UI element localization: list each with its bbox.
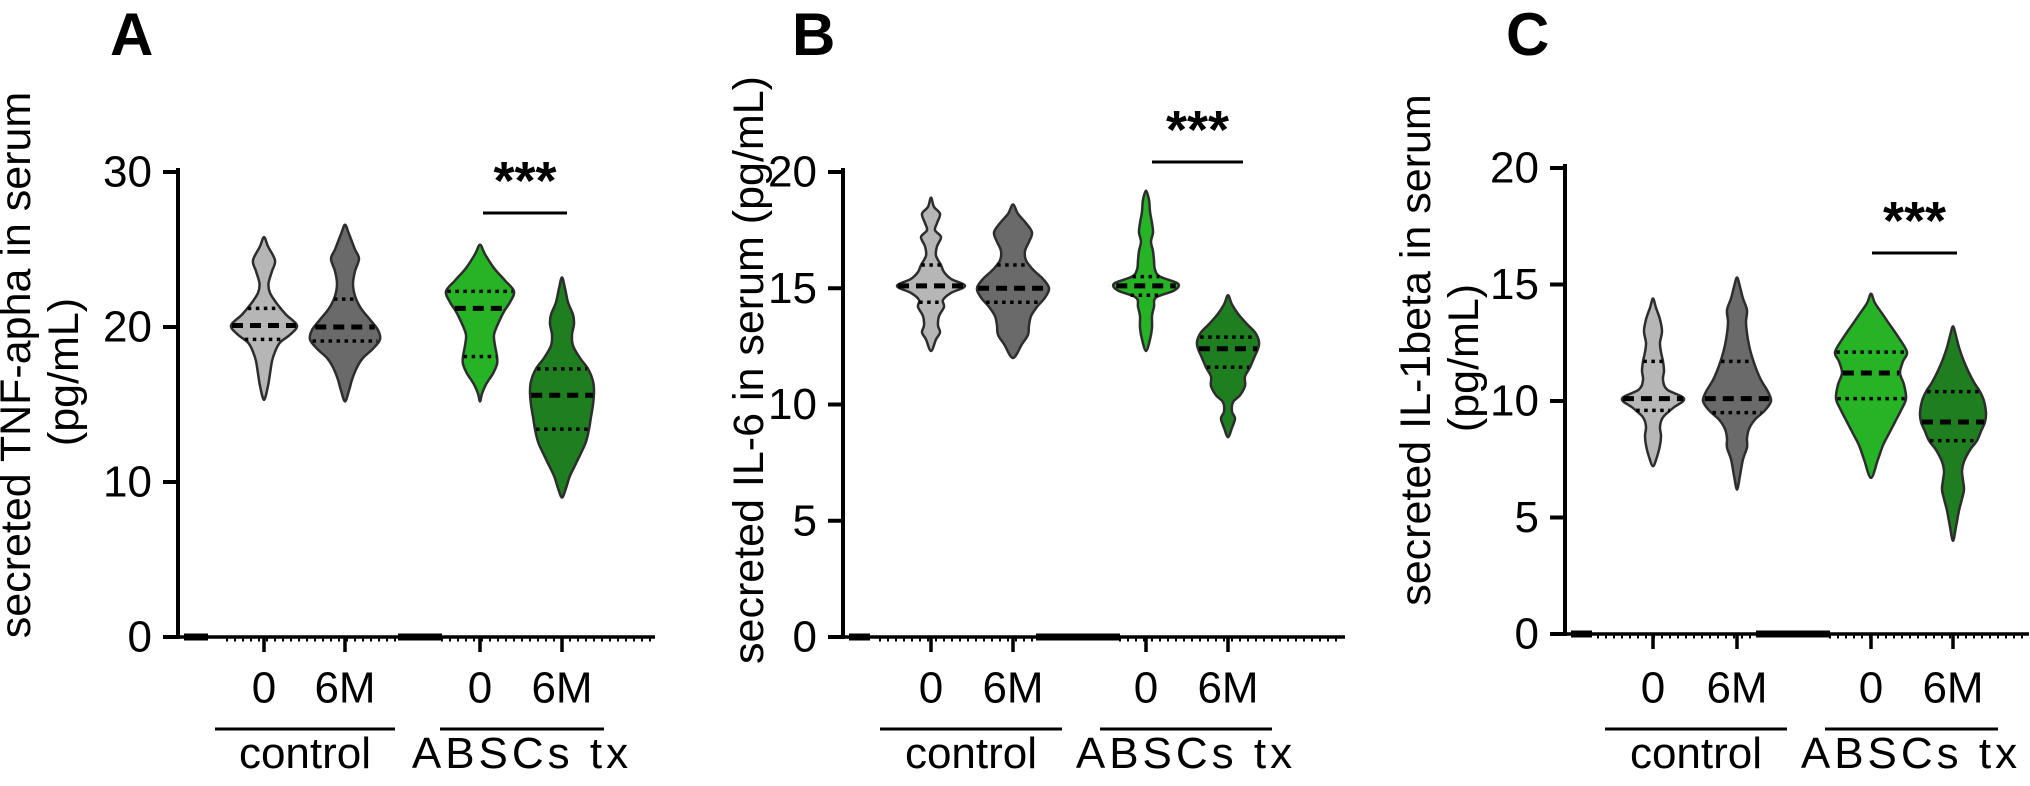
x-tick-label: 6M <box>531 664 592 713</box>
y-axis-label-line: secreted TNF-apha in serum <box>0 92 40 639</box>
y-tick-label: 20 <box>1490 144 1539 193</box>
group-label-control: control <box>905 729 1037 778</box>
x-tick-label: 0 <box>1859 664 1883 713</box>
y-tick-label: 0 <box>793 613 817 662</box>
violin-abscs-tx-6M <box>1195 293 1261 439</box>
violin-control-6M <box>308 223 382 403</box>
y-tick-label: 10 <box>768 380 817 429</box>
y-tick-label: 0 <box>128 613 152 662</box>
violin-abscs-tx-0 <box>444 243 516 403</box>
significance-stars: *** <box>493 151 556 211</box>
x-tick-label: 6M <box>1922 664 1983 713</box>
violin-abscs-tx-6M <box>528 276 596 499</box>
y-tick-label: 20 <box>103 303 152 352</box>
panel-letter-A: A <box>110 1 153 68</box>
y-tick-label: 5 <box>793 496 817 545</box>
y-axis-label-line: (pg/mL) <box>40 298 88 446</box>
x-tick-label: 0 <box>919 664 943 713</box>
x-tick-label: 6M <box>982 664 1043 713</box>
violin-control-0 <box>229 235 299 402</box>
y-tick-label: 15 <box>768 264 817 313</box>
x-tick-label: 6M <box>314 664 375 713</box>
significance-stars: *** <box>1883 191 1946 251</box>
x-tick-label: 0 <box>1641 664 1665 713</box>
panel-letter-C: C <box>1506 1 1549 68</box>
violin-control-0 <box>895 196 967 353</box>
violin-control-6M <box>975 203 1051 360</box>
x-tick-label: 6M <box>1197 664 1258 713</box>
violin-abscs-tx-0 <box>1111 189 1181 353</box>
violin-abscs-tx-0 <box>1833 292 1909 480</box>
x-tick-label: 0 <box>468 664 492 713</box>
y-tick-label: 10 <box>1490 377 1539 426</box>
group-label-control: control <box>239 729 371 778</box>
violin-control-0 <box>1620 297 1686 468</box>
panel-letter-B: B <box>792 1 835 68</box>
y-tick-label: 15 <box>1490 260 1539 309</box>
y-axis-label-line: (pg/mL) <box>1440 284 1488 432</box>
significance-stars: *** <box>1166 100 1229 160</box>
violin-control-6M <box>1701 276 1773 491</box>
group-label-abscs-tx: ABSCs tx <box>412 729 632 778</box>
y-axis-label-line: secreted IL-1beta in serum <box>1392 94 1440 606</box>
y-tick-label: 0 <box>1515 610 1539 659</box>
x-tick-label: 0 <box>252 664 276 713</box>
y-tick-label: 30 <box>103 148 152 197</box>
y-tick-label: 5 <box>1515 493 1539 542</box>
y-tick-label: 10 <box>103 458 152 507</box>
violin-abscs-tx-6M <box>1918 325 1988 543</box>
group-label-abscs-tx: ABSCs tx <box>1801 729 2021 778</box>
y-tick-label: 20 <box>768 148 817 197</box>
y-axis-label-line: secreted IL-6 in serum (pg/mL) <box>725 76 773 664</box>
x-tick-label: 0 <box>1134 664 1158 713</box>
group-label-control: control <box>1630 729 1762 778</box>
x-tick-label: 6M <box>1706 664 1767 713</box>
group-label-abscs-tx: ABSCs tx <box>1076 729 1296 778</box>
